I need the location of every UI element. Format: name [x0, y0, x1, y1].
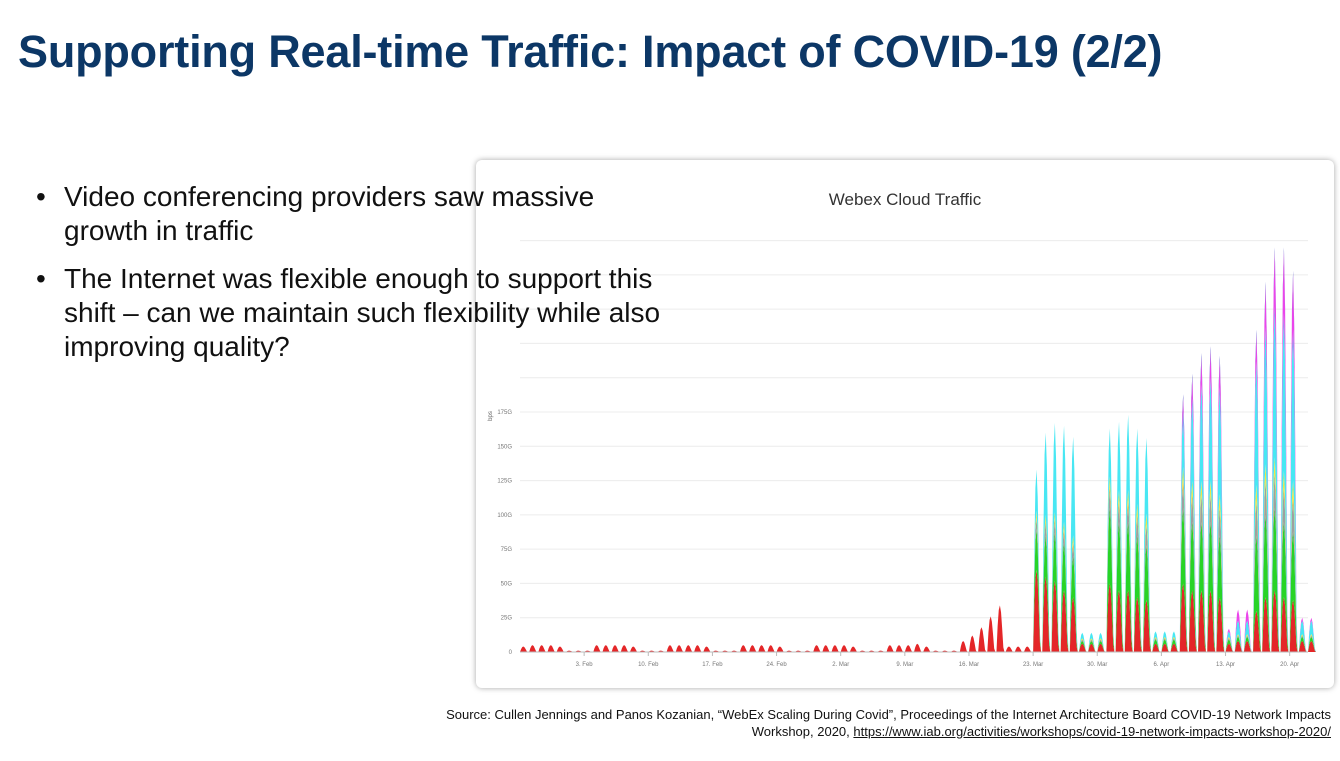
x-tick-label: 16. Mar	[959, 662, 979, 668]
x-tick-label: 17. Feb	[702, 662, 723, 668]
chart-title: Webex Cloud Traffic	[829, 190, 982, 209]
series-area-3	[520, 457, 1318, 652]
source-citation: Source: Cullen Jennings and Panos Kozani…	[431, 706, 1331, 740]
x-tick-label: 20. Apr	[1280, 662, 1299, 668]
x-tick-label: 23. Mar	[1023, 662, 1043, 668]
y-tick-label: 175G	[497, 410, 512, 416]
chart-panel: 0 25G 50G 75G 100G 125G 150G 175G 3. Feb 10. Feb 1…	[476, 160, 1334, 688]
source-text: Source: Cullen Jennings and Panos Kozani…	[446, 707, 1331, 739]
bullet-text: Video conferencing providers saw massive…	[64, 181, 595, 246]
series-area-0	[520, 569, 1318, 652]
y-tick-label: 75G	[501, 547, 513, 553]
y-tick-label: 100G	[497, 513, 512, 519]
y-tick-label: 150G	[497, 444, 512, 450]
y-tick-label: 25G	[501, 616, 513, 622]
series-area-2	[520, 473, 1318, 652]
source-link[interactable]: https://www.iab.org/activities/workshops…	[853, 724, 1331, 739]
bullet-dot-icon: •	[36, 263, 46, 294]
bullet-list: • Video conferencing providers saw massi…	[36, 180, 676, 378]
x-tick-label: 6. Apr	[1154, 662, 1170, 668]
slide-title: Supporting Real-time Traffic: Impact of …	[18, 26, 1163, 77]
webex-traffic-chart: 0 25G 50G 75G 100G 125G 150G 175G 3. Feb 10. Feb 1…	[488, 190, 1318, 668]
x-tick-label: 3. Feb	[576, 662, 594, 668]
bullet-text: The Internet was flexible enough to supp…	[64, 263, 661, 362]
series-area-1	[520, 508, 1318, 652]
bullet-item: • The Internet was flexible enough to su…	[36, 262, 676, 364]
x-tick-label: 2. Mar	[832, 662, 849, 668]
x-tick-label: 24. Feb	[766, 662, 787, 668]
bullet-item: • Video conferencing providers saw massi…	[36, 180, 676, 248]
bullet-dot-icon: •	[36, 181, 46, 212]
x-tick-label: 9. Mar	[896, 662, 913, 668]
y-tick-label: 0	[509, 650, 513, 656]
y-tick-label: 125G	[497, 479, 512, 485]
y-axis-label: bps	[488, 411, 494, 421]
x-tick-label: 30. Mar	[1087, 662, 1107, 668]
y-tick-label: 50G	[501, 581, 513, 587]
x-tick-label: 10. Feb	[638, 662, 659, 668]
x-tick-label: 13. Apr	[1216, 662, 1235, 668]
